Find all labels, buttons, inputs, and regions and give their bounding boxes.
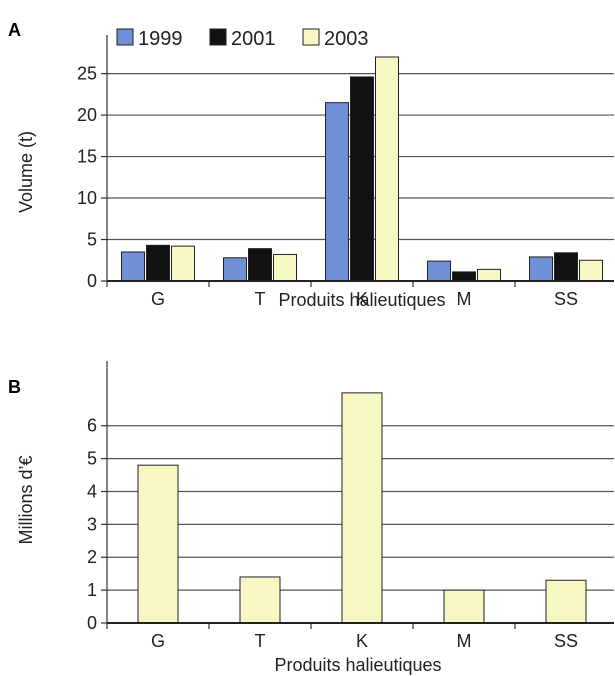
y-tick-label: 4 <box>87 481 97 501</box>
y-tick-label: 25 <box>77 64 97 84</box>
y-tick-label: 10 <box>77 188 97 208</box>
x-tick-label: K <box>356 289 368 309</box>
x-tick-label: M <box>457 289 472 309</box>
x-tick-label: T <box>255 631 266 651</box>
legend-label-2003: 2003 <box>324 28 369 50</box>
bar-k <box>341 392 383 624</box>
panel-b-chart: B Millions d’€ Produits halieutiques 0 1 2… <box>8 361 614 675</box>
bar-ss <box>545 579 587 624</box>
bar-m-1999 <box>427 260 451 282</box>
bar-m-2001 <box>452 271 476 282</box>
bar-ss-1999 <box>529 256 553 282</box>
panel-a-legend: 1999 2001 2003 <box>116 28 369 50</box>
legend-label-1999: 1999 <box>138 28 183 50</box>
legend-swatch-1999 <box>116 28 134 46</box>
bar-g-2001 <box>146 244 170 282</box>
legend-swatch-2001 <box>209 28 227 46</box>
y-tick-label: 1 <box>87 580 97 600</box>
panel-a-y-axis-label: Volume (t) <box>16 131 36 213</box>
panel-b-letter: B <box>8 377 21 397</box>
panel-a-chart: A 1999 2001 2003 Volume (t) Produits halie… <box>8 20 614 310</box>
bar-k-2003 <box>375 56 399 282</box>
y-tick-label: 0 <box>87 271 97 291</box>
y-tick-label: 2 <box>87 547 97 567</box>
bar-ss-2003 <box>579 259 603 282</box>
x-tick-label: K <box>356 631 368 651</box>
y-tick-label: 5 <box>87 449 97 469</box>
bar-k-1999 <box>325 102 349 282</box>
panel-a-x-axis-label: Produits halieutiques <box>278 290 445 310</box>
bar-g-1999 <box>121 251 145 282</box>
y-tick-label: 3 <box>87 514 97 534</box>
bar-t-2003 <box>273 253 297 282</box>
panel-a-letter: A <box>8 20 21 40</box>
bar-t <box>239 576 281 624</box>
y-tick-label: 15 <box>77 147 97 167</box>
x-tick-label: T <box>255 289 266 309</box>
bar-t-1999 <box>223 257 247 282</box>
legend-swatch-2003 <box>302 28 320 46</box>
x-tick-label: M <box>457 631 472 651</box>
bar-m-2003 <box>477 268 501 282</box>
bar-k-2001 <box>350 76 374 282</box>
panel-b-y-axis-label: Millions d’€ <box>16 455 36 544</box>
bar-g-2003 <box>171 245 195 282</box>
y-tick-label: 0 <box>87 613 97 633</box>
bar-g <box>137 464 179 624</box>
x-tick-label: G <box>151 289 165 309</box>
panel-b-x-axis-label: Produits halieutiques <box>274 655 441 675</box>
x-tick-label: SS <box>554 289 578 309</box>
y-tick-label: 5 <box>87 230 97 250</box>
bar-m <box>443 589 485 624</box>
y-tick-label: 20 <box>77 105 97 125</box>
legend-label-2001: 2001 <box>231 28 276 50</box>
bar-t-2001 <box>248 248 272 282</box>
x-tick-label: SS <box>554 631 578 651</box>
bar-ss-2001 <box>554 252 578 282</box>
x-tick-label: G <box>151 631 165 651</box>
y-tick-label: 6 <box>87 416 97 436</box>
